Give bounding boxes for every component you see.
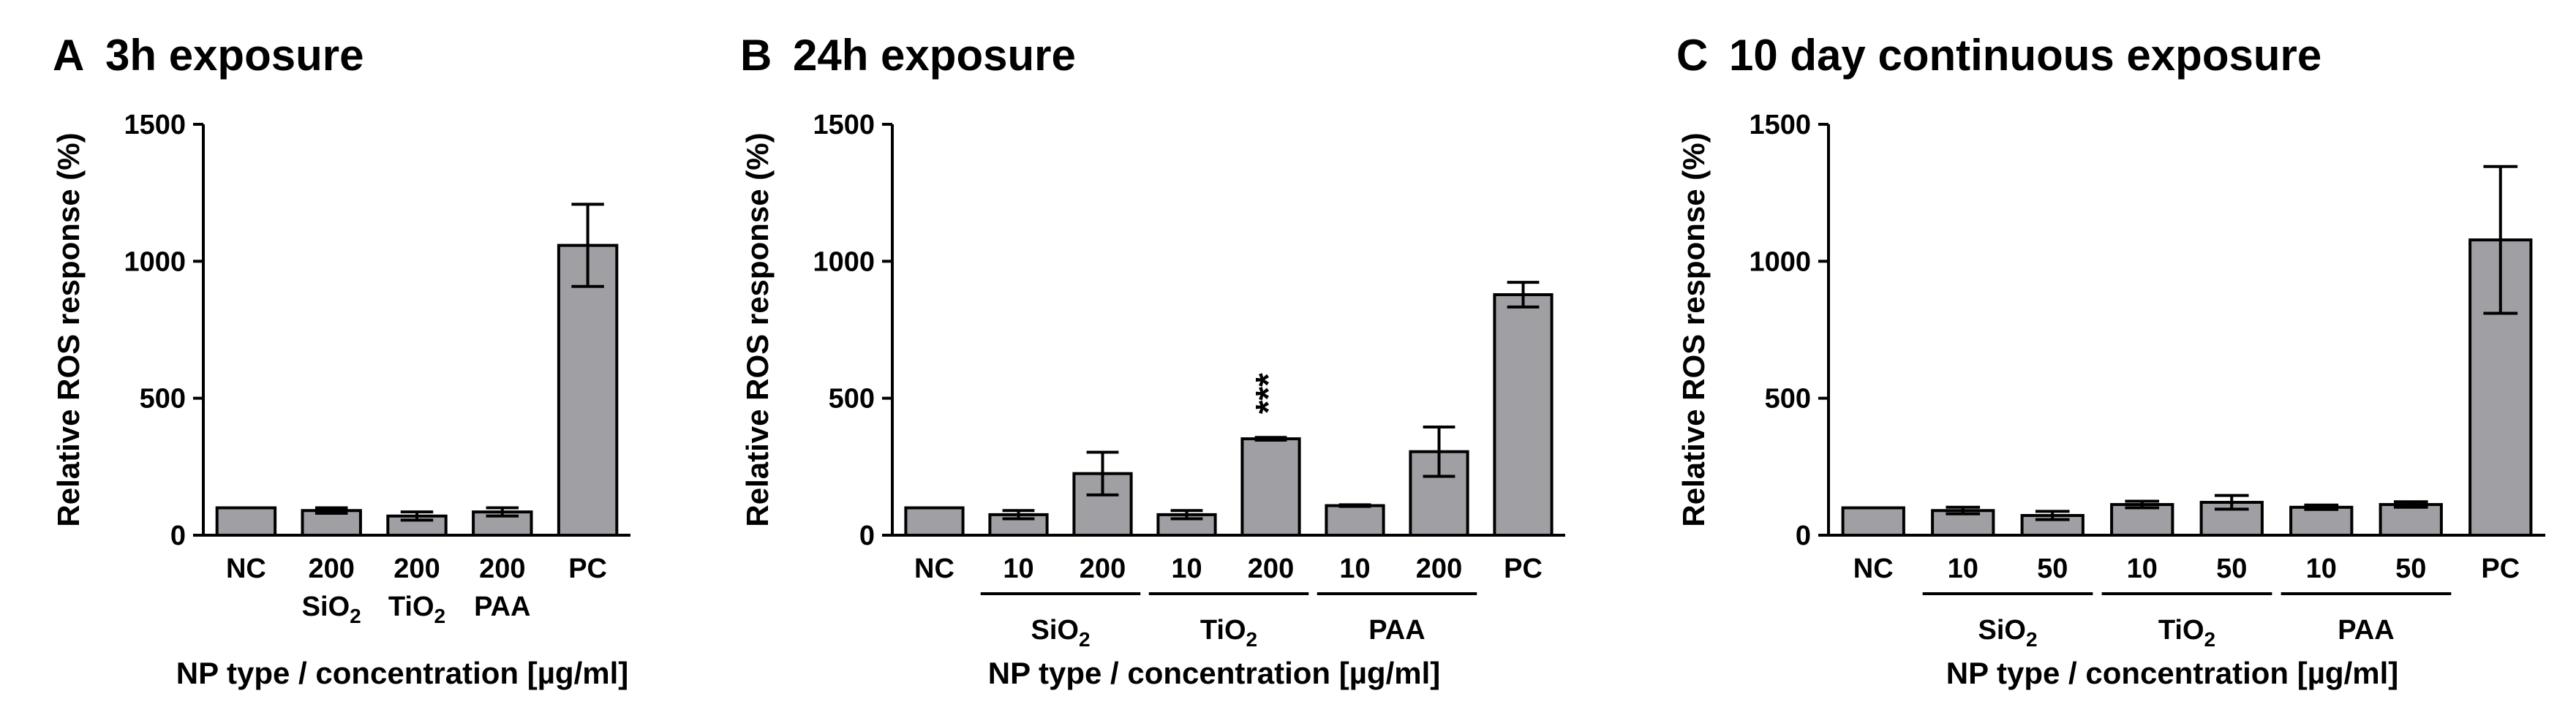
- y-tick-label: 0: [170, 521, 186, 551]
- y-tick-label: 1000: [813, 246, 875, 277]
- panel-c: C 10 day continuous exposure 0 500 1000 1500 R…: [1676, 31, 2545, 690]
- y-axis-label: Relative ROS response (%): [51, 132, 86, 526]
- group-label-main: SiO: [1978, 615, 2025, 646]
- y-tick-label: 1000: [124, 246, 186, 277]
- y-axis-label: Relative ROS response (%): [1676, 132, 1711, 526]
- panel-letter: B: [740, 31, 772, 80]
- panel-letter: C: [1676, 31, 1708, 80]
- panel-a: A 3h exposure 0 500 1000 1500 Relative ROS res…: [51, 31, 630, 690]
- bar: [2379, 503, 2443, 537]
- x-tick-label: 200: [1248, 553, 1294, 584]
- x-tick-label: PC: [2481, 553, 2520, 584]
- x-tick-label: 50: [2037, 553, 2068, 584]
- x-tick-label: PC: [568, 553, 607, 584]
- y-tick-label: 1500: [1749, 110, 1811, 140]
- bar: [1325, 504, 1385, 537]
- group-label: TiO2: [1200, 615, 1257, 651]
- x-tick-label: 200: [308, 553, 354, 584]
- x-tick-label: 50: [2216, 553, 2247, 584]
- group-label-subscript: 2: [2026, 628, 2038, 651]
- x-tick-label-line2: SiO2: [302, 592, 361, 627]
- chart-title: 3h exposure: [105, 31, 364, 80]
- x-tick-label: NC: [226, 553, 266, 584]
- x-tick-label: NC: [914, 553, 954, 584]
- bar: [557, 243, 619, 537]
- panel-b: B 24h exposure 0 500 1000 1500 Relative ROS re…: [740, 31, 1565, 690]
- chart-title: 24h exposure: [793, 31, 1076, 80]
- x-tick-label-line2-subscript: 2: [350, 605, 361, 627]
- bar: [2289, 505, 2354, 537]
- x-tick-label-line2-main: SiO: [302, 592, 350, 622]
- significance-label: ***: [1249, 373, 1288, 414]
- y-tick-label: 1500: [813, 110, 875, 140]
- x-tick-label-line2-main: TiO: [388, 592, 434, 622]
- group-label: TiO2: [2158, 615, 2215, 651]
- x-axis-label: NP type / concentration [µg/ml]: [176, 656, 629, 690]
- chart-title: 10 day continuous exposure: [1729, 31, 2321, 80]
- y-axis-label: Relative ROS response (%): [740, 132, 775, 526]
- group-label: SiO2: [1031, 615, 1090, 651]
- x-tick-label: 10: [1339, 553, 1370, 584]
- x-tick-label: 200: [393, 553, 440, 584]
- x-tick-label: 10: [1171, 553, 1202, 584]
- x-axis-label: NP type / concentration [µg/ml]: [988, 656, 1441, 690]
- x-tick-label-line2: TiO2: [388, 592, 445, 627]
- y-tick-label: 500: [140, 384, 186, 415]
- x-tick-label: 200: [479, 553, 525, 584]
- x-tick-label: 10: [2306, 553, 2337, 584]
- group-label-subscript: 2: [2204, 628, 2216, 651]
- x-tick-label: 200: [1416, 553, 1462, 584]
- group-label-main: SiO: [1031, 615, 1078, 646]
- x-tick-label: 10: [2127, 553, 2158, 584]
- y-tick-label: 0: [1796, 521, 1811, 551]
- group-label-main: TiO: [2158, 615, 2204, 646]
- bar: [1240, 437, 1301, 537]
- x-tick-label: NC: [1853, 553, 1894, 584]
- bar: [215, 506, 277, 537]
- bar: [904, 506, 965, 537]
- y-tick-label: 1500: [124, 110, 186, 140]
- group-label: SiO2: [1978, 615, 2037, 651]
- group-label-subscript: 2: [1079, 628, 1091, 651]
- group-label: PAA: [2338, 615, 2394, 646]
- group-label-main: TiO: [1200, 615, 1246, 646]
- group-label-main: PAA: [1368, 615, 1425, 646]
- x-tick-label: 10: [1003, 553, 1033, 584]
- x-tick-label: PC: [1504, 553, 1543, 584]
- panel-letter: A: [53, 31, 84, 80]
- group-label-main: PAA: [2338, 615, 2394, 646]
- x-tick-label: 200: [1080, 553, 1126, 584]
- x-tick-label-line2: PAA: [474, 592, 530, 622]
- bar: [1493, 293, 1553, 537]
- x-tick-label: 10: [1948, 553, 1978, 584]
- x-tick-label-line2-main: PAA: [474, 592, 530, 622]
- y-tick-label: 0: [859, 521, 875, 551]
- y-tick-label: 1000: [1749, 246, 1811, 277]
- group-label-subscript: 2: [1246, 628, 1258, 651]
- x-tick-label: 50: [2395, 553, 2426, 584]
- y-tick-label: 500: [1765, 384, 1811, 415]
- x-axis-label: NP type / concentration [µg/ml]: [1946, 656, 2399, 690]
- y-tick-label: 500: [829, 384, 875, 415]
- bar: [1841, 506, 1905, 537]
- x-tick-label-line2-subscript: 2: [434, 605, 446, 627]
- group-label: PAA: [1368, 615, 1425, 646]
